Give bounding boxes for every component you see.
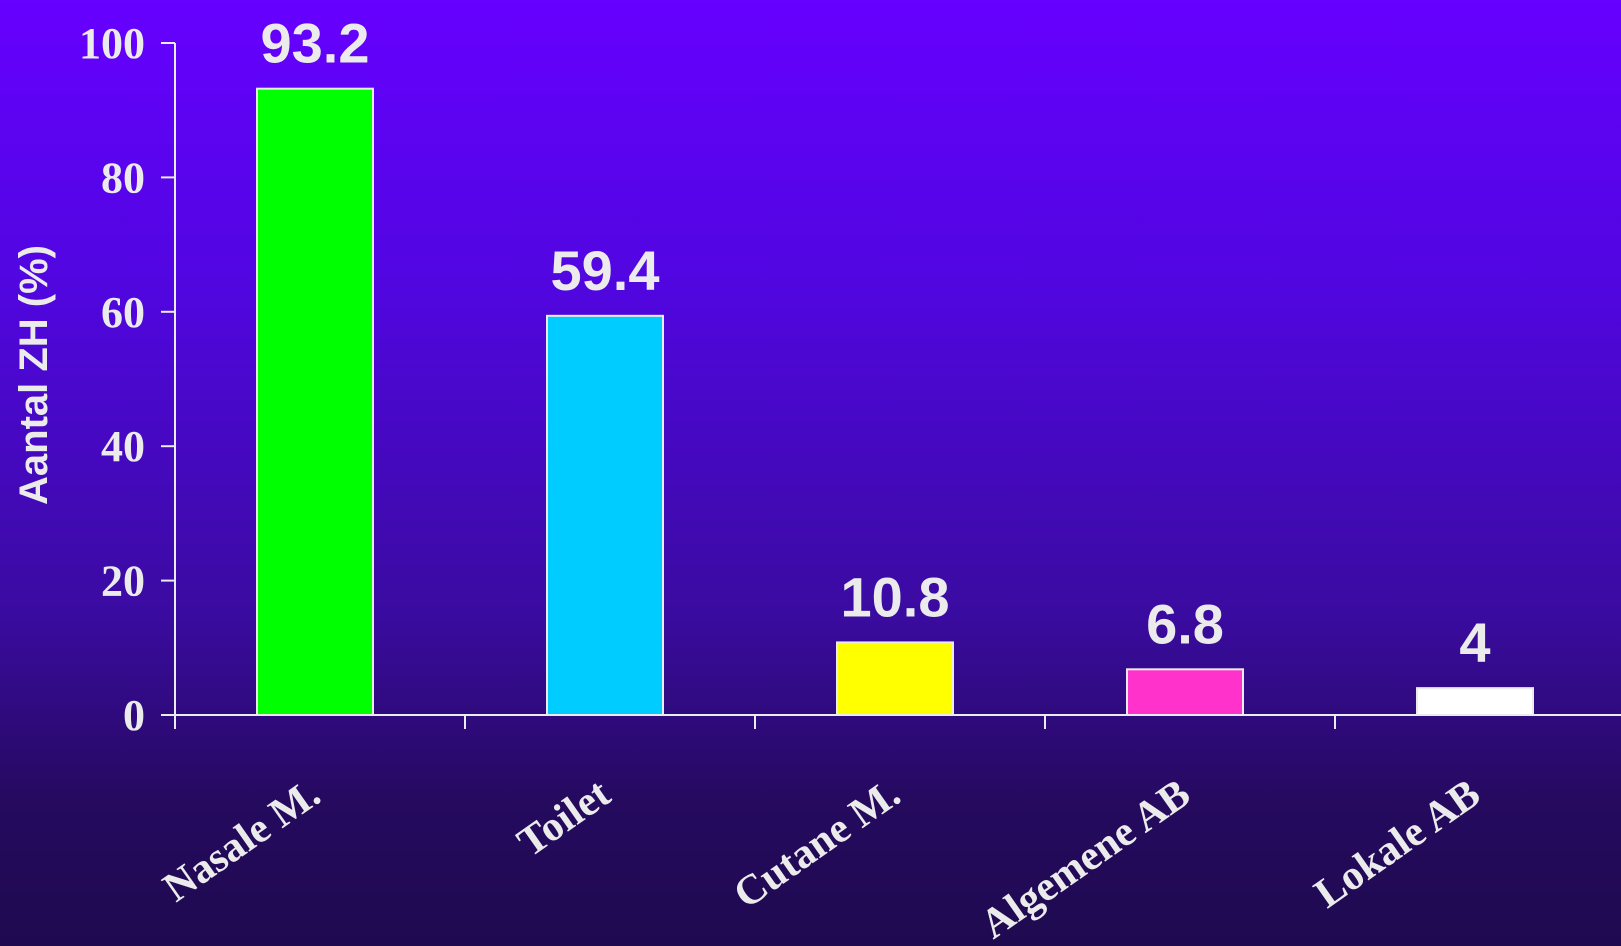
y-tick-label: 0	[123, 691, 145, 740]
bar	[1126, 668, 1244, 717]
x-tick-labels: Nasale M. Toilet Cutane M. Algemene AB Lokal…	[155, 771, 1489, 946]
bar	[546, 314, 664, 716]
y-tick-label: 20	[101, 557, 145, 606]
bar	[836, 641, 954, 717]
bars	[256, 87, 1534, 717]
y-axis-label: Aantal ZH (%)	[12, 245, 56, 505]
data-label: 4	[1459, 611, 1490, 674]
x-axis	[174, 714, 1621, 729]
data-label: 10.8	[841, 565, 950, 628]
y-axis: 0 20 40 60 80 100	[79, 19, 176, 740]
bar	[256, 87, 374, 717]
x-tick-label: Lokale AB	[1307, 771, 1489, 918]
x-tick-label: Nasale M.	[155, 771, 329, 912]
data-label: 6.8	[1146, 592, 1224, 655]
x-tick-label: Cutane M.	[726, 771, 909, 918]
bar	[1416, 687, 1534, 716]
y-tick-label: 80	[101, 153, 145, 202]
y-tick-label: 100	[79, 19, 145, 68]
x-tick-label: Algemene AB	[973, 771, 1199, 946]
data-label: 93.2	[261, 12, 370, 75]
y-tick-label: 60	[101, 288, 145, 337]
data-label: 59.4	[551, 239, 660, 302]
x-tick-label: Toilet	[510, 771, 619, 867]
data-labels: 93.2 59.4 10.8 6.8 4	[261, 12, 1491, 674]
y-tick-label: 40	[101, 422, 145, 471]
